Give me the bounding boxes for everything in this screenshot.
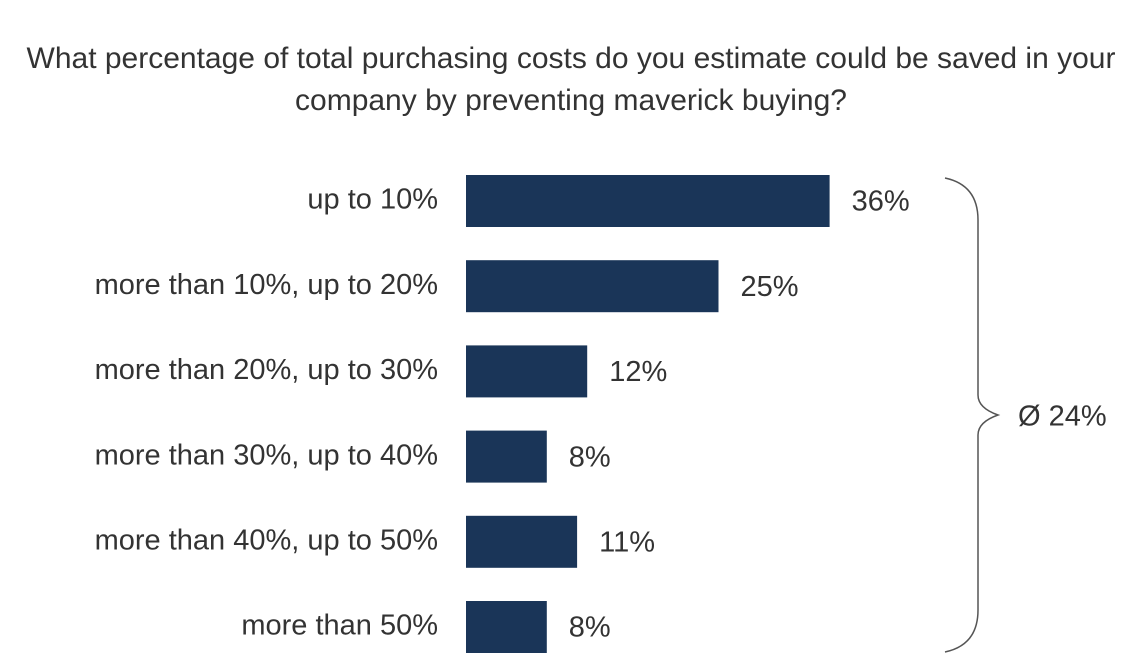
category-label: more than 20%, up to 30% bbox=[95, 354, 438, 386]
category-label: more than 40%, up to 50% bbox=[95, 524, 438, 556]
bar bbox=[466, 515, 578, 568]
bar bbox=[466, 430, 547, 483]
brace bbox=[944, 177, 1001, 653]
value-label: 12% bbox=[609, 356, 667, 388]
category-label: more than 10%, up to 20% bbox=[95, 269, 438, 301]
category-label: up to 10% bbox=[307, 184, 438, 216]
value-label: 25% bbox=[741, 271, 799, 303]
category-label: more than 30%, up to 40% bbox=[95, 439, 438, 471]
bar bbox=[466, 601, 547, 653]
value-label: 8% bbox=[569, 441, 611, 473]
value-label: 11% bbox=[599, 526, 655, 558]
chart-title: What percentage of total purchasing cost… bbox=[26, 42, 1116, 117]
bar bbox=[466, 260, 719, 313]
value-label: 36% bbox=[852, 186, 910, 218]
average-annotation: Ø 24% bbox=[1018, 401, 1107, 433]
bar bbox=[466, 175, 830, 227]
category-label: more than 50% bbox=[241, 610, 438, 642]
bar bbox=[466, 345, 588, 398]
value-label: 8% bbox=[569, 612, 611, 644]
